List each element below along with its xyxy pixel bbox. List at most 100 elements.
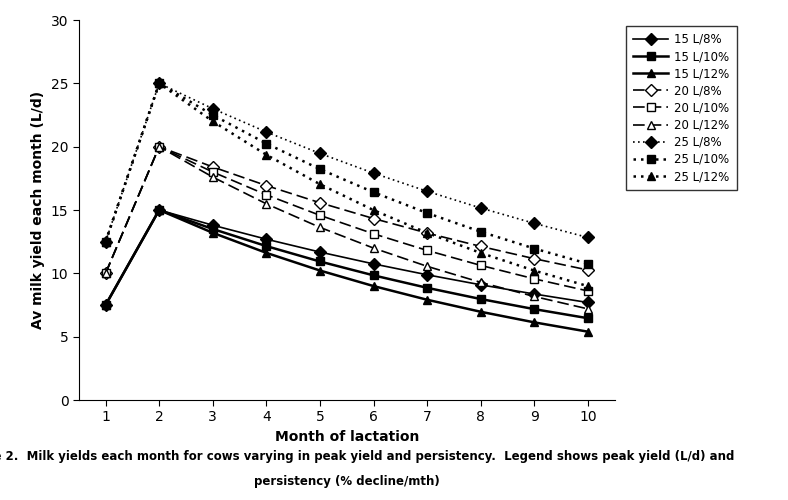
Line: 15 L/10%: 15 L/10% [102,206,592,322]
20 L/8% [530,256,539,262]
25 L/10% [583,260,593,266]
20 L/8% [422,230,432,236]
15 L/8% [154,207,164,213]
25 L/12% [583,283,593,289]
20 L/12% [315,224,325,230]
Line: 25 L/10%: 25 L/10% [102,79,592,268]
25 L/10% [476,228,485,234]
20 L/10% [101,270,110,276]
20 L/8% [154,144,164,150]
20 L/12% [476,280,485,285]
15 L/8% [262,236,271,242]
20 L/8% [583,267,593,273]
25 L/8% [422,188,432,194]
20 L/12% [583,306,593,312]
25 L/12% [154,80,164,86]
15 L/10% [262,243,271,249]
Line: 25 L/8%: 25 L/8% [102,79,592,246]
15 L/12% [154,207,164,213]
15 L/12% [369,283,378,289]
20 L/10% [315,212,325,218]
20 L/8% [315,200,325,205]
20 L/10% [208,169,217,175]
15 L/8% [530,291,539,297]
25 L/12% [208,118,217,124]
25 L/8% [154,80,164,86]
Line: 20 L/12%: 20 L/12% [102,142,592,313]
15 L/12% [262,250,271,256]
25 L/8% [530,220,539,226]
Y-axis label: Av milk yield each month (L/d): Av milk yield each month (L/d) [32,91,45,329]
Line: 25 L/12%: 25 L/12% [102,79,592,290]
20 L/8% [262,182,271,188]
20 L/10% [369,231,378,237]
15 L/8% [476,282,485,288]
20 L/8% [208,164,217,170]
25 L/10% [422,210,432,216]
Text: Figure 2.  Milk yields each month for cows varying in peak yield and persistency: Figure 2. Milk yields each month for cow… [0,450,734,463]
15 L/12% [422,296,432,302]
15 L/8% [583,300,593,306]
20 L/8% [476,244,485,250]
25 L/8% [583,234,593,240]
15 L/10% [476,296,485,302]
20 L/12% [154,144,164,150]
15 L/10% [530,306,539,312]
25 L/12% [476,250,485,256]
25 L/8% [369,170,378,176]
20 L/12% [208,174,217,180]
15 L/12% [315,268,325,274]
15 L/12% [208,230,217,236]
15 L/8% [369,261,378,267]
15 L/10% [369,272,378,278]
20 L/12% [422,264,432,270]
25 L/10% [369,189,378,195]
25 L/10% [101,238,110,244]
X-axis label: Month of lactation: Month of lactation [274,430,419,444]
20 L/12% [369,245,378,251]
25 L/10% [208,112,217,118]
25 L/12% [530,268,539,274]
20 L/10% [262,192,271,198]
15 L/10% [154,207,164,213]
15 L/12% [530,320,539,326]
15 L/10% [422,285,432,291]
15 L/10% [101,302,110,308]
15 L/10% [208,226,217,232]
Line: 20 L/8%: 20 L/8% [102,142,592,278]
Line: 15 L/8%: 15 L/8% [102,206,592,309]
15 L/12% [101,302,110,308]
15 L/8% [101,302,110,308]
Text: persistency (% decline/mth): persistency (% decline/mth) [254,475,440,488]
20 L/12% [101,270,110,276]
25 L/12% [101,238,110,244]
20 L/12% [262,201,271,207]
20 L/10% [154,144,164,150]
15 L/12% [476,309,485,315]
25 L/12% [262,152,271,158]
15 L/10% [315,258,325,264]
25 L/10% [315,166,325,172]
20 L/8% [369,216,378,222]
20 L/8% [101,270,110,276]
25 L/12% [369,207,378,213]
20 L/10% [530,276,539,282]
15 L/12% [583,328,593,334]
25 L/12% [315,181,325,187]
20 L/12% [530,294,539,300]
15 L/8% [208,222,217,228]
15 L/10% [583,315,593,321]
25 L/8% [476,205,485,211]
25 L/10% [530,246,539,252]
15 L/8% [315,249,325,255]
25 L/10% [154,80,164,86]
25 L/10% [262,140,271,146]
25 L/8% [208,106,217,112]
Line: 20 L/10%: 20 L/10% [102,142,592,295]
25 L/8% [101,238,110,244]
25 L/12% [422,230,432,236]
25 L/8% [262,129,271,135]
20 L/10% [583,288,593,294]
25 L/8% [315,150,325,156]
20 L/10% [476,262,485,268]
